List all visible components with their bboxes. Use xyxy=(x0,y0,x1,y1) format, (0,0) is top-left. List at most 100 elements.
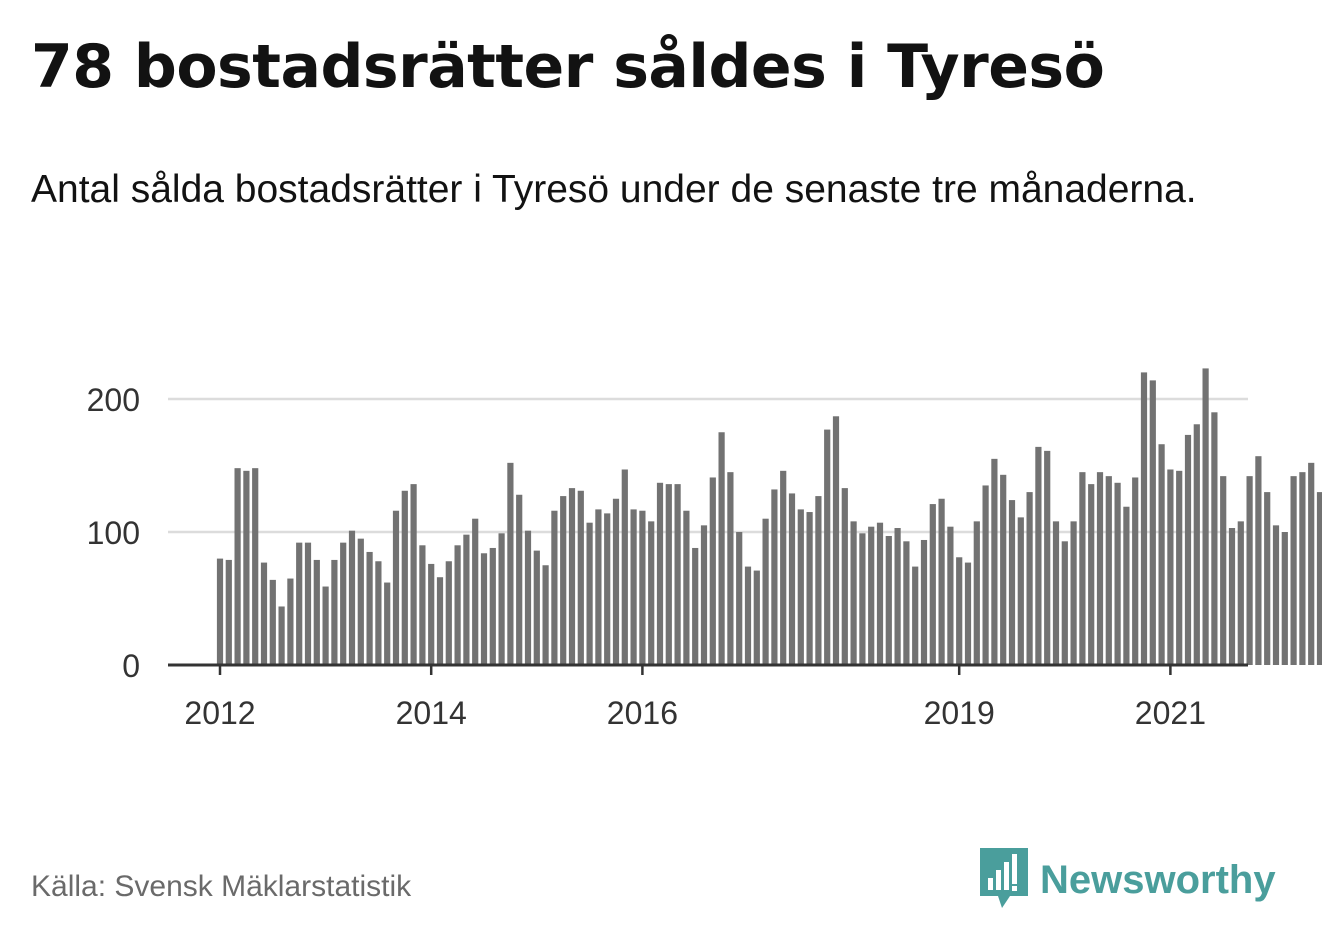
bar xyxy=(1316,492,1322,665)
bar xyxy=(788,493,796,665)
x-tick-label: 2019 xyxy=(924,695,995,731)
bar xyxy=(674,484,681,665)
bar xyxy=(269,579,276,665)
bar xyxy=(436,577,444,665)
bar xyxy=(524,530,532,665)
bar xyxy=(463,534,470,665)
bar xyxy=(1158,444,1165,665)
bar xyxy=(780,470,787,665)
bar xyxy=(480,553,488,665)
bar xyxy=(832,416,840,665)
bar xyxy=(560,496,567,665)
bar xyxy=(278,606,285,665)
bar xyxy=(956,557,963,665)
bar xyxy=(1299,472,1306,665)
bar xyxy=(542,565,549,665)
bar xyxy=(665,484,672,665)
bar xyxy=(1308,462,1315,665)
bar xyxy=(797,509,804,665)
y-tick-label: 200 xyxy=(87,382,140,418)
bar xyxy=(313,559,320,665)
bar xyxy=(692,547,699,665)
bar xyxy=(1132,477,1139,665)
bar xyxy=(744,566,752,665)
bar xyxy=(859,533,866,665)
bar xyxy=(586,522,593,665)
bar xyxy=(1017,517,1024,665)
bar xyxy=(1281,532,1288,665)
bar xyxy=(762,518,769,665)
bar xyxy=(894,528,901,665)
bar xyxy=(410,484,417,665)
bar xyxy=(1000,474,1007,665)
brand-logo[interactable]: Newsworthy xyxy=(980,848,1276,912)
source-note: Källa: Svensk Mäklarstatistik xyxy=(31,870,412,903)
bar xyxy=(287,578,294,665)
bar xyxy=(516,494,523,665)
bar xyxy=(868,526,875,665)
bar xyxy=(815,496,822,665)
bar xyxy=(709,477,716,665)
bar xyxy=(1167,469,1174,665)
bar xyxy=(384,582,391,665)
bar xyxy=(1096,472,1104,665)
bar xyxy=(903,541,910,665)
x-tick-label: 2021 xyxy=(1135,695,1206,731)
bar xyxy=(489,547,496,665)
bar xyxy=(216,558,224,665)
bar xyxy=(630,509,637,665)
bar xyxy=(454,545,461,665)
bar xyxy=(551,510,558,665)
bar xyxy=(348,530,356,665)
bar xyxy=(1176,470,1183,665)
bar xyxy=(1105,476,1112,665)
bar xyxy=(982,485,989,665)
bar xyxy=(771,489,778,665)
bar xyxy=(595,509,602,665)
bar xyxy=(1123,506,1130,665)
bar xyxy=(243,470,250,665)
bar xyxy=(920,539,928,665)
y-axis-labels: 0 100 200 xyxy=(87,382,140,684)
y-tick-label: 100 xyxy=(87,515,140,551)
bar xyxy=(885,535,892,665)
bar xyxy=(604,513,611,665)
bar xyxy=(533,550,540,665)
bar xyxy=(656,482,664,665)
bars xyxy=(216,368,1322,665)
bar xyxy=(419,545,426,665)
bar xyxy=(718,432,725,665)
bar xyxy=(806,512,813,665)
bar xyxy=(1255,456,1262,665)
bar xyxy=(1264,492,1271,665)
bar xyxy=(841,488,848,665)
bar xyxy=(973,521,980,665)
bar xyxy=(1088,484,1095,665)
bar xyxy=(322,586,329,665)
bar xyxy=(621,469,628,665)
bar xyxy=(260,562,268,665)
chart-title: 78 bostadsrätter såldes i Tyresö xyxy=(31,32,1105,102)
bar xyxy=(296,542,303,665)
bar xyxy=(445,561,452,665)
bar xyxy=(568,488,576,665)
x-tick-label: 2016 xyxy=(607,695,678,731)
bar xyxy=(1228,528,1236,665)
bar xyxy=(1184,434,1192,665)
bar xyxy=(1140,372,1148,665)
bar xyxy=(1079,472,1086,665)
bar xyxy=(700,525,708,665)
bar xyxy=(498,533,505,665)
chart-subtitle: Antal sålda bostadsrätter i Tyresö under… xyxy=(31,168,1197,211)
bar xyxy=(1044,450,1051,665)
bar xyxy=(648,521,655,665)
bar xyxy=(1149,380,1156,665)
x-axis xyxy=(168,663,1248,675)
bar xyxy=(824,429,831,665)
bar xyxy=(331,559,338,665)
bar xyxy=(1035,446,1042,665)
bar xyxy=(472,518,479,665)
bar xyxy=(1202,368,1209,665)
bar xyxy=(964,562,972,665)
